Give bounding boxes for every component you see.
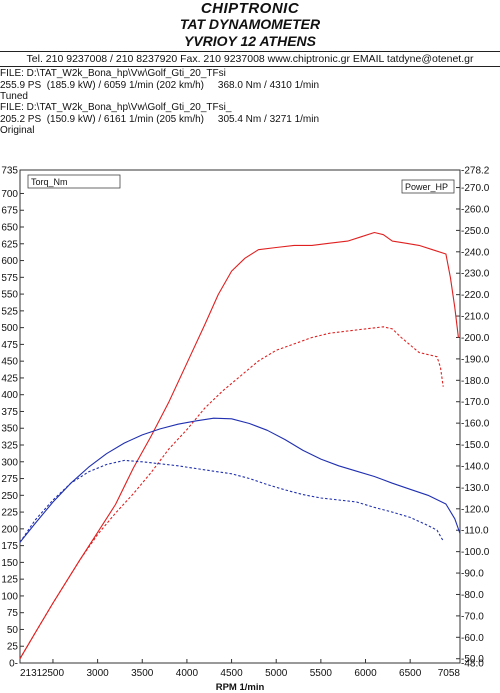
left-tick-label: 700 [1,189,18,200]
series-line-original-power [19,326,444,659]
left-tick-label: 425 [1,373,18,384]
x-tick-label: 5500 [310,668,333,679]
x-tick-label: 3500 [131,668,154,679]
left-tick-label: 150 [1,558,18,569]
series-line-tuned-torque [19,417,461,543]
left-tick-label: 0- [9,659,18,670]
left-tick-label: 325 [1,441,18,452]
run-file: FILE: D:\TAT_W2k_Bona_hp\Vw\Golf_Gti_20_… [0,68,226,79]
right-tick-label: -190.0 [461,354,490,365]
left-tick-label: 375 [1,407,18,418]
x-tick-label: 7058 [438,668,461,679]
right-tick-label: -240.0 [461,247,490,258]
series-lines [19,231,461,659]
left-tick-label: 250 [1,491,18,502]
right-axis-label: Power_HP [405,182,448,192]
left-tick-label: 735 [1,166,18,177]
left-tick-label: 600 [1,256,18,267]
right-tick-label: -100.0 [461,547,490,558]
right-tick-label: -70.0 [461,611,484,622]
dyno-chart: Torq_Nm Power_HP 0- 25 50 75 100 125 150 175 200… [1,166,490,693]
left-tick-label: 475 [1,340,18,351]
left-tick-label: 650 [1,223,18,234]
x-tick-label: 6500 [399,668,422,679]
right-tick-label: -250.0 [461,226,490,237]
company-name: CHIPTRONIC [200,0,300,17]
right-tick-label: -220.0 [461,290,490,301]
right-tick-label: -210.0 [461,312,490,323]
left-tick-label: 550 [1,290,18,301]
left-tick-label: 75 [7,608,19,619]
right-tick-label: -160.0 [461,419,490,430]
right-tick-label: -260.0 [461,204,490,215]
x-tick-label: 3000 [86,668,109,679]
left-tick-label: 450 [1,357,18,368]
left-tick-label: 525 [1,306,18,317]
left-tick-label: 50 [7,625,19,636]
run-summary: 255.9 PS (185.9 kW) / 6059 1/min (202 km… [0,79,320,91]
left-tick-label: 625 [1,239,18,250]
left-tick-label: 175 [1,541,18,552]
x-axis-label: RPM 1/min [216,682,265,693]
x-tick-label: 4500 [220,668,243,679]
left-axis-label-box [27,174,121,189]
dyno-address: YVRIOY 12 ATHENS [183,33,316,49]
run-label: Tuned [0,91,28,102]
right-tick-label: -270.0 [461,183,490,194]
left-tick-label: 350 [1,424,18,435]
left-axis-label: Torq_Nm [31,177,68,187]
right-tick-label: -80.0 [461,590,484,601]
run-summary: 205.2 PS (150.9 kW) / 6161 1/min (205 km… [0,113,320,125]
left-tick-label: 400 [1,390,18,401]
right-tick-label: -90.0 [461,569,484,580]
right-tick-label: -200.0 [461,333,490,344]
x-tick-label: 2131 [20,668,43,679]
right-tick-label: -170.0 [461,397,490,408]
right-tick-label: -110.0 [461,526,489,537]
right-tick-label: -140.0 [461,461,490,472]
contact-line: Tel. 210 9237008 / 210 8237920 Fax. 210 … [0,51,500,67]
left-tick-label: 125 [1,575,18,586]
right-tick-label: -50.0 [461,654,484,665]
right-tick-label: -120.0 [461,504,490,515]
x-tick-label: 2500 [42,668,65,679]
x-tick-label: 4000 [176,668,199,679]
left-tick-label: 25 [7,642,19,653]
plot-area [19,169,461,664]
left-tick-label: 575 [1,273,18,284]
series-line-tuned-power [19,231,459,659]
right-tick-label: -230.0 [461,269,490,280]
left-tick-label: 500 [1,323,18,334]
x-tick-label: 5000 [265,668,288,679]
x-axis-ticks: 2131 2500 3000 3500 4000 4500 5000 5500 6000 6500… [19,659,461,679]
left-tick-label: 200 [1,524,18,535]
run-file: FILE: D:\TAT_W2k_Bona_hp\Vw\Golf_Gti_20_… [0,102,232,113]
right-tick-label: -180.0 [461,376,490,387]
run-info-tuned: FILE: D:\TAT_W2k_Bona_hp\Vw\Golf_Gti_20_… [0,68,319,103]
left-tick-label: 100 [1,591,18,602]
right-tick-label: -130.0 [461,483,490,494]
right-tick-label: -278.2 [461,166,490,177]
left-axis-ticks: 0- 25 50 75 100 125 150 175 200 225 250 275 300 325 35… [1,166,24,670]
run-label: Original [0,125,35,136]
x-tick-label: 6000 [354,668,377,679]
right-tick-label: -60.0 [461,633,484,644]
left-tick-label: 225 [1,508,18,519]
right-tick-label: -48.0 [461,659,484,670]
right-tick-label: -150.0 [461,440,490,451]
series-line-original-torque [19,459,444,543]
right-axis-label-box [401,179,455,194]
left-tick-label: 675 [1,206,18,217]
right-axis-ticks: -278.2 -270.0 -260.0 -250.0 -240.0 -230.0 -220… [456,166,490,670]
dyno-name: TAT DYNAMOMETER [179,16,321,32]
left-tick-label: 275 [1,474,18,485]
run-info-original: FILE: D:\TAT_W2k_Bona_hp\Vw\Golf_Gti_20_… [0,102,319,137]
left-tick-label: 300 [1,457,18,468]
